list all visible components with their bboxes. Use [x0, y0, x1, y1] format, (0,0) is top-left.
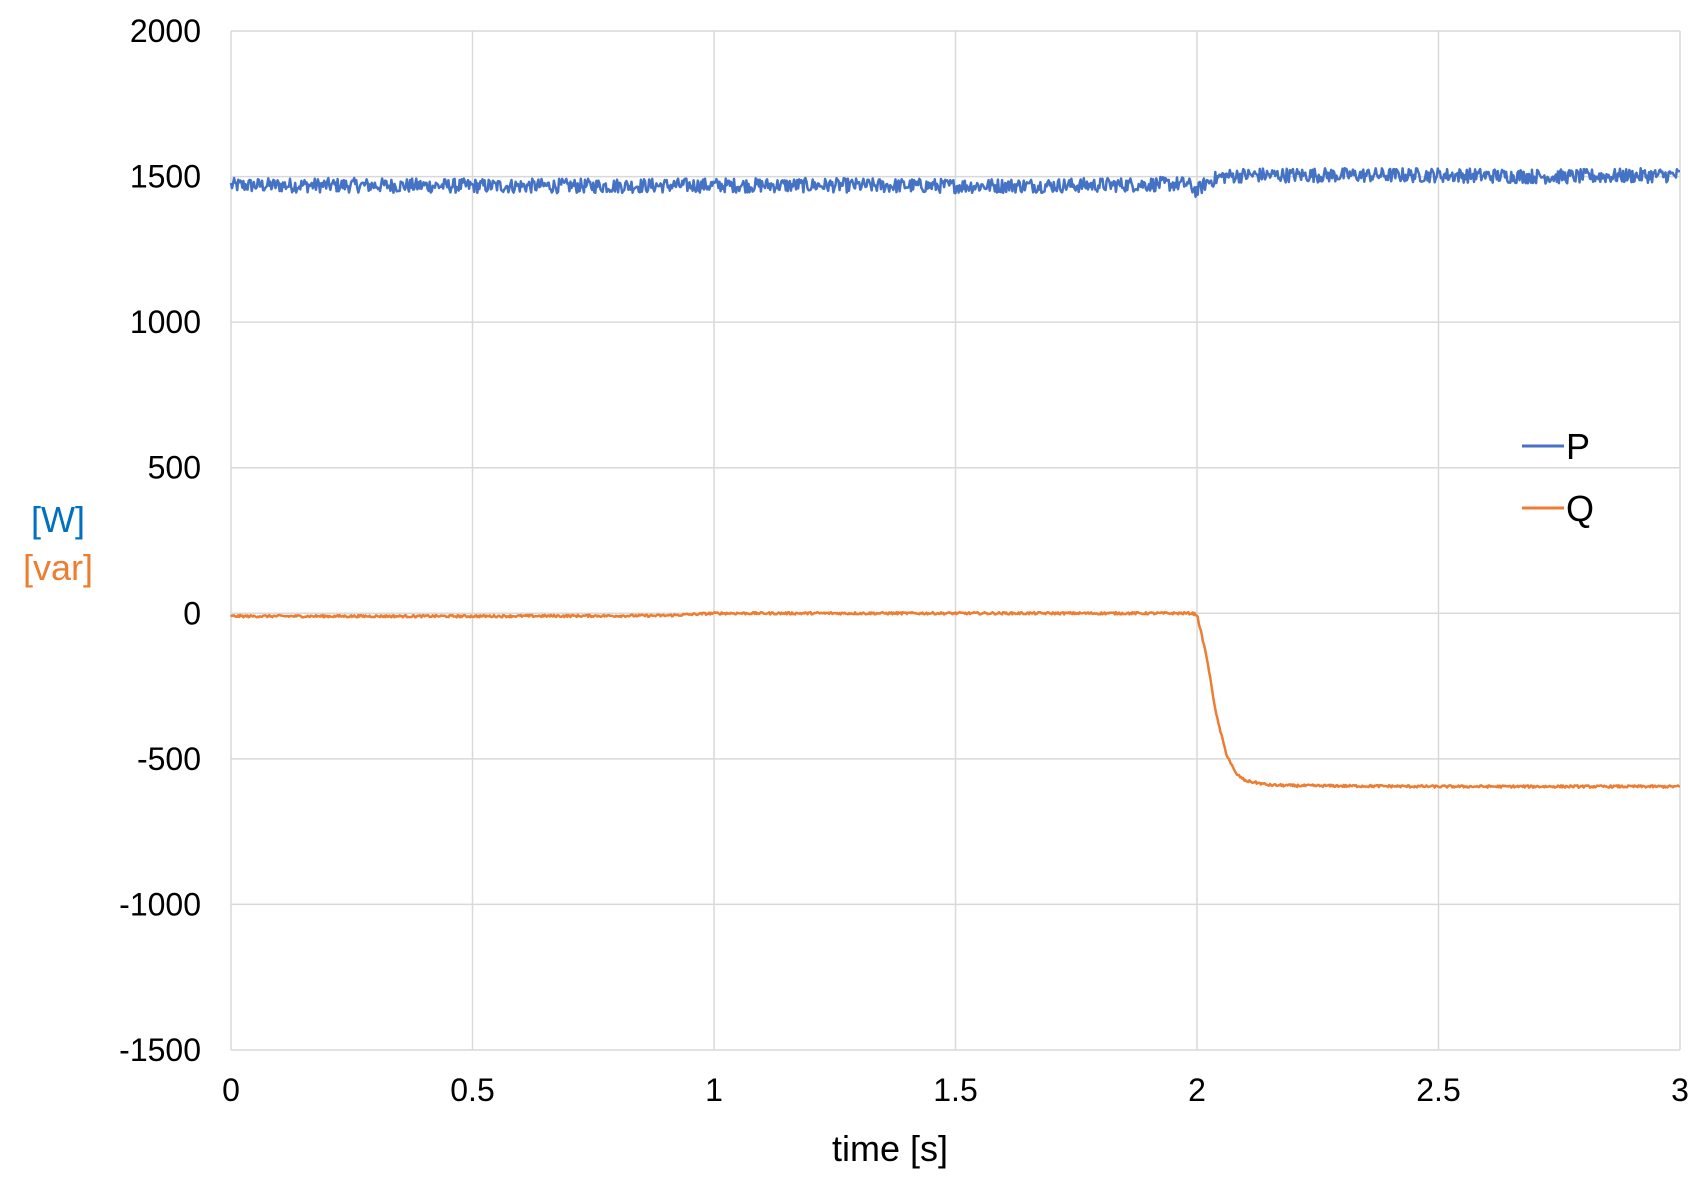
y-axis-title-var: [var] — [23, 547, 93, 588]
y-tick-label: -1000 — [119, 886, 201, 922]
legend-label-Q: Q — [1566, 488, 1594, 529]
x-axis-title: time [s] — [832, 1128, 948, 1169]
x-tick-label: 1.5 — [933, 1072, 977, 1108]
grid — [230, 30, 1681, 1051]
y-axis-title-w: [W] — [31, 499, 85, 540]
x-tick-label: 3 — [1671, 1072, 1689, 1108]
y-tick-label: 2000 — [130, 13, 201, 49]
x-axis-ticks: 0 0.5 1 1.5 2 2.5 3 — [222, 1072, 1689, 1108]
y-tick-label: 0 — [183, 595, 201, 631]
x-tick-label: 0.5 — [450, 1072, 494, 1108]
series-line-Q — [230, 610, 1681, 789]
x-tick-label: 2.5 — [1416, 1072, 1460, 1108]
y-axis-ticks: -1500 -1000 -500 0 500 1000 1500 2000 — [119, 13, 201, 1068]
x-tick-label: 0 — [222, 1072, 240, 1108]
plot-area — [229, 167, 1681, 789]
y-tick-label: 1000 — [130, 304, 201, 340]
y-tick-label: 500 — [148, 450, 201, 486]
y-tick-label: -500 — [137, 741, 201, 777]
series-line-P — [229, 167, 1681, 198]
legend: PQ — [1522, 426, 1594, 529]
x-tick-label: 1 — [705, 1072, 723, 1108]
y-tick-label: -1500 — [119, 1032, 201, 1068]
y-tick-label: 1500 — [130, 159, 201, 195]
x-tick-label: 2 — [1188, 1072, 1206, 1108]
legend-label-P: P — [1566, 426, 1590, 467]
